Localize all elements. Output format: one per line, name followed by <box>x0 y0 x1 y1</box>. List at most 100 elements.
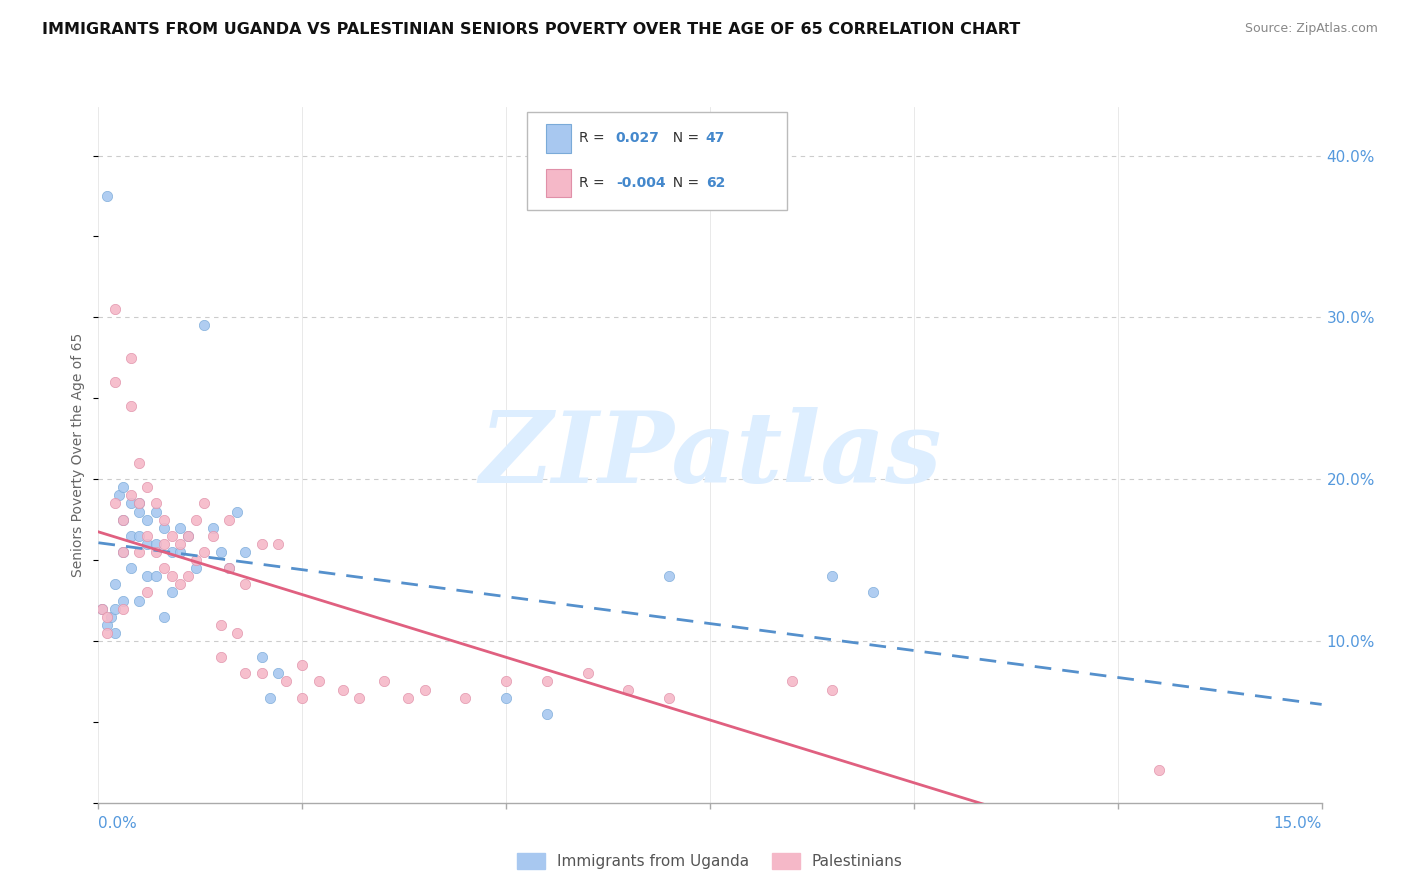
Point <box>152 537 174 551</box>
Point <box>169 577 191 591</box>
Point <box>1147 764 1170 778</box>
Point <box>250 537 273 551</box>
Point <box>111 545 134 559</box>
Point <box>111 513 134 527</box>
Point <box>111 545 134 559</box>
Point <box>218 561 240 575</box>
Point <box>104 601 127 615</box>
Point <box>169 521 191 535</box>
Point <box>267 537 290 551</box>
Point <box>177 529 200 543</box>
Point <box>152 561 174 575</box>
Point <box>495 690 517 705</box>
Point <box>658 569 681 583</box>
Point <box>120 351 142 365</box>
Text: 47: 47 <box>706 131 725 145</box>
Point <box>193 545 215 559</box>
Text: N =: N = <box>664 131 703 145</box>
Point <box>291 690 314 705</box>
Point <box>111 513 134 527</box>
Point <box>233 545 256 559</box>
Point <box>250 666 273 681</box>
Point <box>100 609 122 624</box>
Text: Source: ZipAtlas.com: Source: ZipAtlas.com <box>1244 22 1378 36</box>
Point <box>193 496 215 510</box>
Point <box>96 609 118 624</box>
Point <box>91 601 114 615</box>
Point <box>250 650 273 665</box>
Point <box>308 674 330 689</box>
Point <box>274 674 297 689</box>
Y-axis label: Seniors Poverty Over the Age of 65: Seniors Poverty Over the Age of 65 <box>72 333 86 577</box>
Text: R =: R = <box>579 176 609 190</box>
Point <box>104 496 127 510</box>
Point <box>169 537 191 551</box>
Point <box>128 496 150 510</box>
Point <box>576 666 599 681</box>
Point <box>120 496 142 510</box>
Point <box>120 561 142 575</box>
Text: 15.0%: 15.0% <box>1274 816 1322 831</box>
Point <box>186 553 208 567</box>
Legend: Immigrants from Uganda, Palestinians: Immigrants from Uganda, Palestinians <box>512 847 908 875</box>
Point <box>160 585 183 599</box>
Point <box>186 561 208 575</box>
Text: -0.004: -0.004 <box>616 176 665 190</box>
Point <box>201 521 224 535</box>
Point <box>111 593 134 607</box>
Text: 62: 62 <box>706 176 725 190</box>
Point <box>96 617 118 632</box>
Text: R =: R = <box>579 131 609 145</box>
Text: 0.027: 0.027 <box>616 131 659 145</box>
Point <box>104 302 127 317</box>
Point <box>233 577 256 591</box>
Point <box>104 577 127 591</box>
Point <box>332 682 354 697</box>
Point <box>120 400 142 414</box>
Point <box>209 650 232 665</box>
Point <box>373 674 395 689</box>
Point <box>128 456 150 470</box>
Point <box>120 529 142 543</box>
Point <box>536 674 558 689</box>
Point <box>259 690 281 705</box>
Point <box>152 513 174 527</box>
Point <box>128 504 150 518</box>
Point <box>454 690 477 705</box>
Point <box>145 496 167 510</box>
Point <box>136 529 159 543</box>
Point <box>145 537 167 551</box>
Point <box>617 682 640 697</box>
Point <box>152 609 174 624</box>
Point <box>104 375 127 389</box>
Point <box>91 601 114 615</box>
Point <box>145 569 167 583</box>
Text: ZIPatlas: ZIPatlas <box>479 407 941 503</box>
Point <box>160 569 183 583</box>
Point <box>233 666 256 681</box>
Point <box>96 189 118 203</box>
Point <box>145 545 167 559</box>
Point <box>349 690 371 705</box>
Point <box>108 488 131 502</box>
Point <box>226 626 249 640</box>
Point <box>169 545 191 559</box>
Point <box>136 569 159 583</box>
Point <box>209 617 232 632</box>
Point <box>152 521 174 535</box>
Point <box>218 513 240 527</box>
Point <box>104 626 127 640</box>
Point <box>96 626 118 640</box>
Point <box>111 601 134 615</box>
Point <box>862 585 884 599</box>
Point <box>128 496 150 510</box>
Point <box>160 529 183 543</box>
Point <box>136 585 159 599</box>
Point <box>111 480 134 494</box>
Point <box>193 318 215 333</box>
Text: 0.0%: 0.0% <box>98 816 138 831</box>
Point <box>145 504 167 518</box>
Point <box>120 488 142 502</box>
Point <box>396 690 419 705</box>
Point <box>160 545 183 559</box>
